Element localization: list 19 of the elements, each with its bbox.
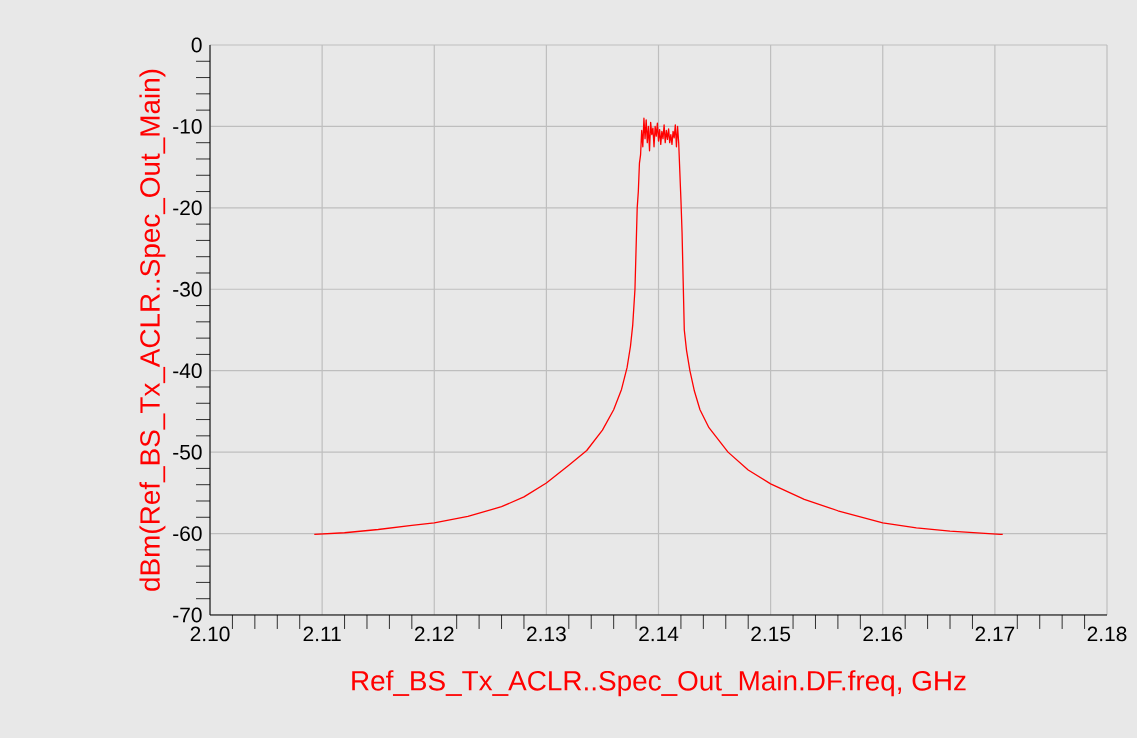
- x-tick-label: 2.13: [527, 626, 566, 642]
- y-tick-label: -10: [173, 119, 202, 134]
- y-tick-label: -50: [173, 444, 202, 460]
- x-tick-label: 2.18: [1087, 626, 1127, 642]
- y-tick-label: -20: [173, 200, 202, 216]
- x-tick-label: 2.15: [751, 626, 791, 642]
- y-tick-label: -60: [173, 526, 202, 541]
- y-tick-label: 0: [191, 37, 202, 53]
- x-axis-title: Ref_BS_Tx_ACLR..Spec_Out_Main.DF.freq, GHz: [352, 670, 966, 697]
- x-tick-label: 2.12: [414, 626, 454, 642]
- x-tick-label: 2.16: [863, 626, 903, 642]
- x-tick-label: 2.10: [190, 626, 230, 642]
- y-tick-label: -70: [173, 607, 202, 623]
- x-tick-label: 2.17: [975, 626, 1015, 642]
- x-tick-label: 2.14: [639, 626, 679, 642]
- x-tick-label: 2.11: [303, 626, 341, 642]
- y-tick-label: -30: [173, 281, 202, 297]
- y-tick-label: -40: [173, 363, 202, 379]
- y-axis-title: dBm(Ref_BS_Tx_ACLR..Spec_Out_Main): [139, 69, 166, 591]
